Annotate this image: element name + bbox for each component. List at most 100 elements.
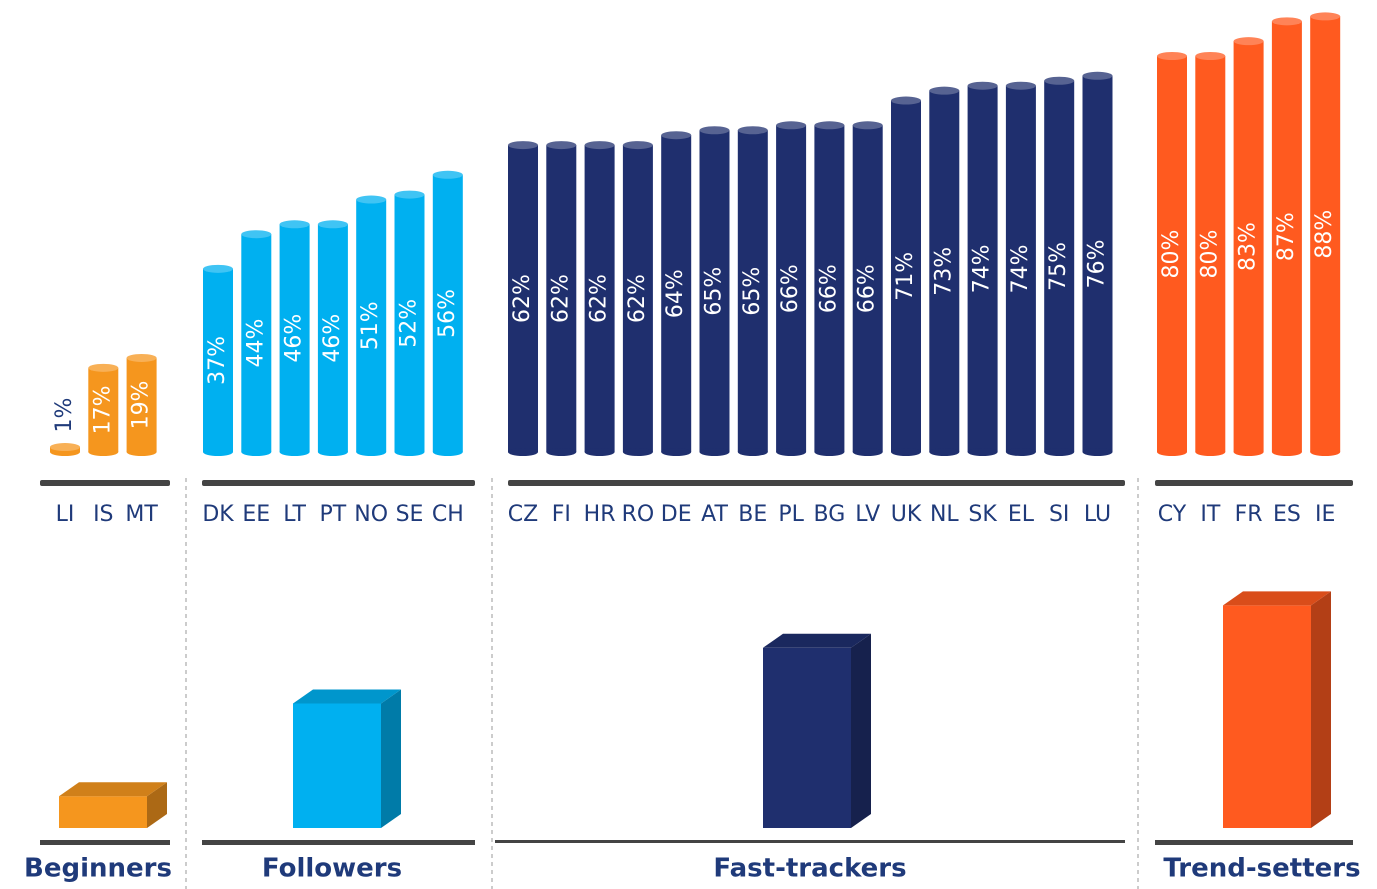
x-tick-label: FI (552, 502, 571, 527)
value-label: 46% (282, 314, 307, 363)
value-label: 87% (1274, 212, 1299, 261)
box-top (1223, 591, 1331, 606)
bar (967, 81, 998, 456)
bar (1310, 12, 1341, 456)
x-tick-label: DK (202, 502, 234, 527)
bar-top (967, 81, 998, 90)
x-tick-label: LT (283, 502, 306, 527)
bar (88, 363, 119, 456)
bar-top (776, 121, 807, 130)
bar-top (394, 190, 425, 199)
bar (279, 220, 310, 456)
bar (356, 195, 387, 456)
value-label: 66% (855, 264, 880, 313)
bar-bottom (356, 448, 387, 456)
bar-bottom (1271, 448, 1302, 456)
bar-bottom (1195, 448, 1226, 456)
bar-body (508, 145, 538, 452)
bar (622, 141, 653, 456)
value-label: 51% (358, 301, 383, 350)
x-tick-label: EL (1008, 502, 1035, 527)
x-tick-label: LV (855, 502, 880, 527)
bar-bottom (432, 448, 463, 456)
bar-body (584, 145, 615, 452)
bar-top (1233, 37, 1264, 46)
bar-body (699, 130, 730, 452)
bar-body (394, 194, 425, 452)
bar (1233, 37, 1264, 456)
bar-top (50, 443, 80, 452)
bar-top (699, 126, 730, 135)
bar (241, 230, 272, 456)
value-label: 19% (129, 381, 154, 430)
bar-body (1310, 16, 1341, 453)
x-tick-label: BG (814, 502, 846, 527)
group-baseline (508, 480, 1125, 486)
bar-top (1005, 81, 1036, 90)
box-top (59, 782, 167, 797)
value-label: 65% (740, 267, 765, 316)
bar (317, 220, 348, 456)
summary-baseline (495, 840, 1125, 843)
x-tick-label: IE (1315, 502, 1335, 527)
x-tick-label: FR (1235, 502, 1263, 527)
box-top (293, 689, 401, 704)
bar-bottom (1233, 448, 1264, 456)
value-label: 56% (435, 289, 460, 338)
value-label: 66% (778, 264, 803, 313)
bar-top (1044, 76, 1075, 85)
value-label: 66% (816, 264, 841, 313)
bar-body (546, 145, 577, 452)
bar-body (661, 135, 692, 452)
x-tick-label: NL (930, 502, 959, 527)
bar-bottom (508, 448, 538, 456)
bar (546, 141, 577, 456)
bar-top (279, 220, 310, 229)
x-tick-label: NO (354, 502, 388, 527)
bar-bottom (891, 448, 921, 456)
bar-top (241, 230, 272, 239)
value-label: 62% (587, 274, 612, 323)
bar (699, 126, 730, 456)
value-label: 76% (1085, 239, 1110, 288)
bar-bottom (1044, 448, 1075, 456)
bar-body (432, 174, 463, 453)
bar-top (1082, 71, 1113, 80)
bar-body (203, 268, 233, 452)
bar-body (317, 224, 348, 452)
x-tick-label: IT (1200, 502, 1220, 527)
value-label: 62% (510, 274, 535, 323)
value-label: 52% (397, 299, 422, 348)
group-label: Fast-trackers (713, 854, 906, 884)
bar-top (661, 131, 692, 140)
bar (929, 86, 960, 456)
value-label: 71% (893, 252, 918, 301)
value-label: 74% (970, 244, 995, 293)
bar-top (891, 96, 921, 105)
value-label: 64% (663, 269, 688, 318)
x-tick-label: AT (701, 502, 728, 527)
bar (508, 141, 538, 456)
bar-body (891, 100, 921, 453)
x-tick-label: PT (320, 502, 347, 527)
x-tick-label: CH (432, 502, 464, 527)
bar-top (1271, 17, 1302, 26)
bar-top (126, 353, 157, 362)
bar (891, 96, 921, 456)
summary-baseline (40, 840, 170, 845)
bar (1044, 76, 1075, 456)
box-front (293, 703, 381, 828)
box-side (851, 633, 871, 828)
bar-top (1157, 52, 1187, 60)
group-label: Beginners (24, 854, 172, 884)
x-tick-label: HR (584, 502, 616, 527)
x-tick-label: IS (93, 502, 113, 527)
bar-top (1195, 52, 1226, 60)
x-tick-label: CZ (508, 502, 538, 527)
bar-top (814, 121, 845, 130)
bar-bottom (394, 448, 425, 456)
bar-top (546, 141, 577, 150)
bar-body (241, 234, 272, 452)
x-tick-label: SI (1049, 502, 1069, 527)
bar-bottom (967, 448, 998, 456)
